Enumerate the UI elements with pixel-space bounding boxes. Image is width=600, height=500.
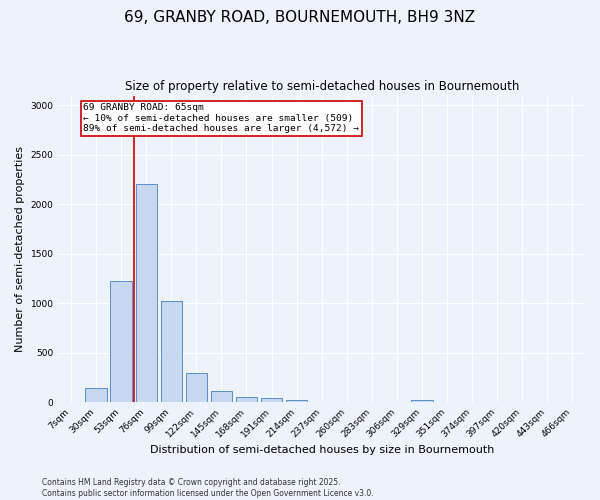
- Bar: [185, 373, 207, 402]
- Bar: [85, 388, 107, 402]
- Text: Contains HM Land Registry data © Crown copyright and database right 2025.
Contai: Contains HM Land Registry data © Crown c…: [42, 478, 374, 498]
- Text: 69, GRANBY ROAD, BOURNEMOUTH, BH9 3NZ: 69, GRANBY ROAD, BOURNEMOUTH, BH9 3NZ: [124, 10, 476, 25]
- Bar: [211, 391, 232, 402]
- Bar: [286, 400, 307, 402]
- Y-axis label: Number of semi-detached properties: Number of semi-detached properties: [15, 146, 25, 352]
- Bar: [136, 184, 157, 402]
- Title: Size of property relative to semi-detached houses in Bournemouth: Size of property relative to semi-detach…: [125, 80, 519, 93]
- X-axis label: Distribution of semi-detached houses by size in Bournemouth: Distribution of semi-detached houses by …: [149, 445, 494, 455]
- Text: 69 GRANBY ROAD: 65sqm
← 10% of semi-detached houses are smaller (509)
89% of sem: 69 GRANBY ROAD: 65sqm ← 10% of semi-deta…: [83, 104, 359, 134]
- Bar: [161, 300, 182, 402]
- Bar: [236, 397, 257, 402]
- Bar: [110, 280, 132, 402]
- Bar: [412, 400, 433, 402]
- Bar: [261, 398, 282, 402]
